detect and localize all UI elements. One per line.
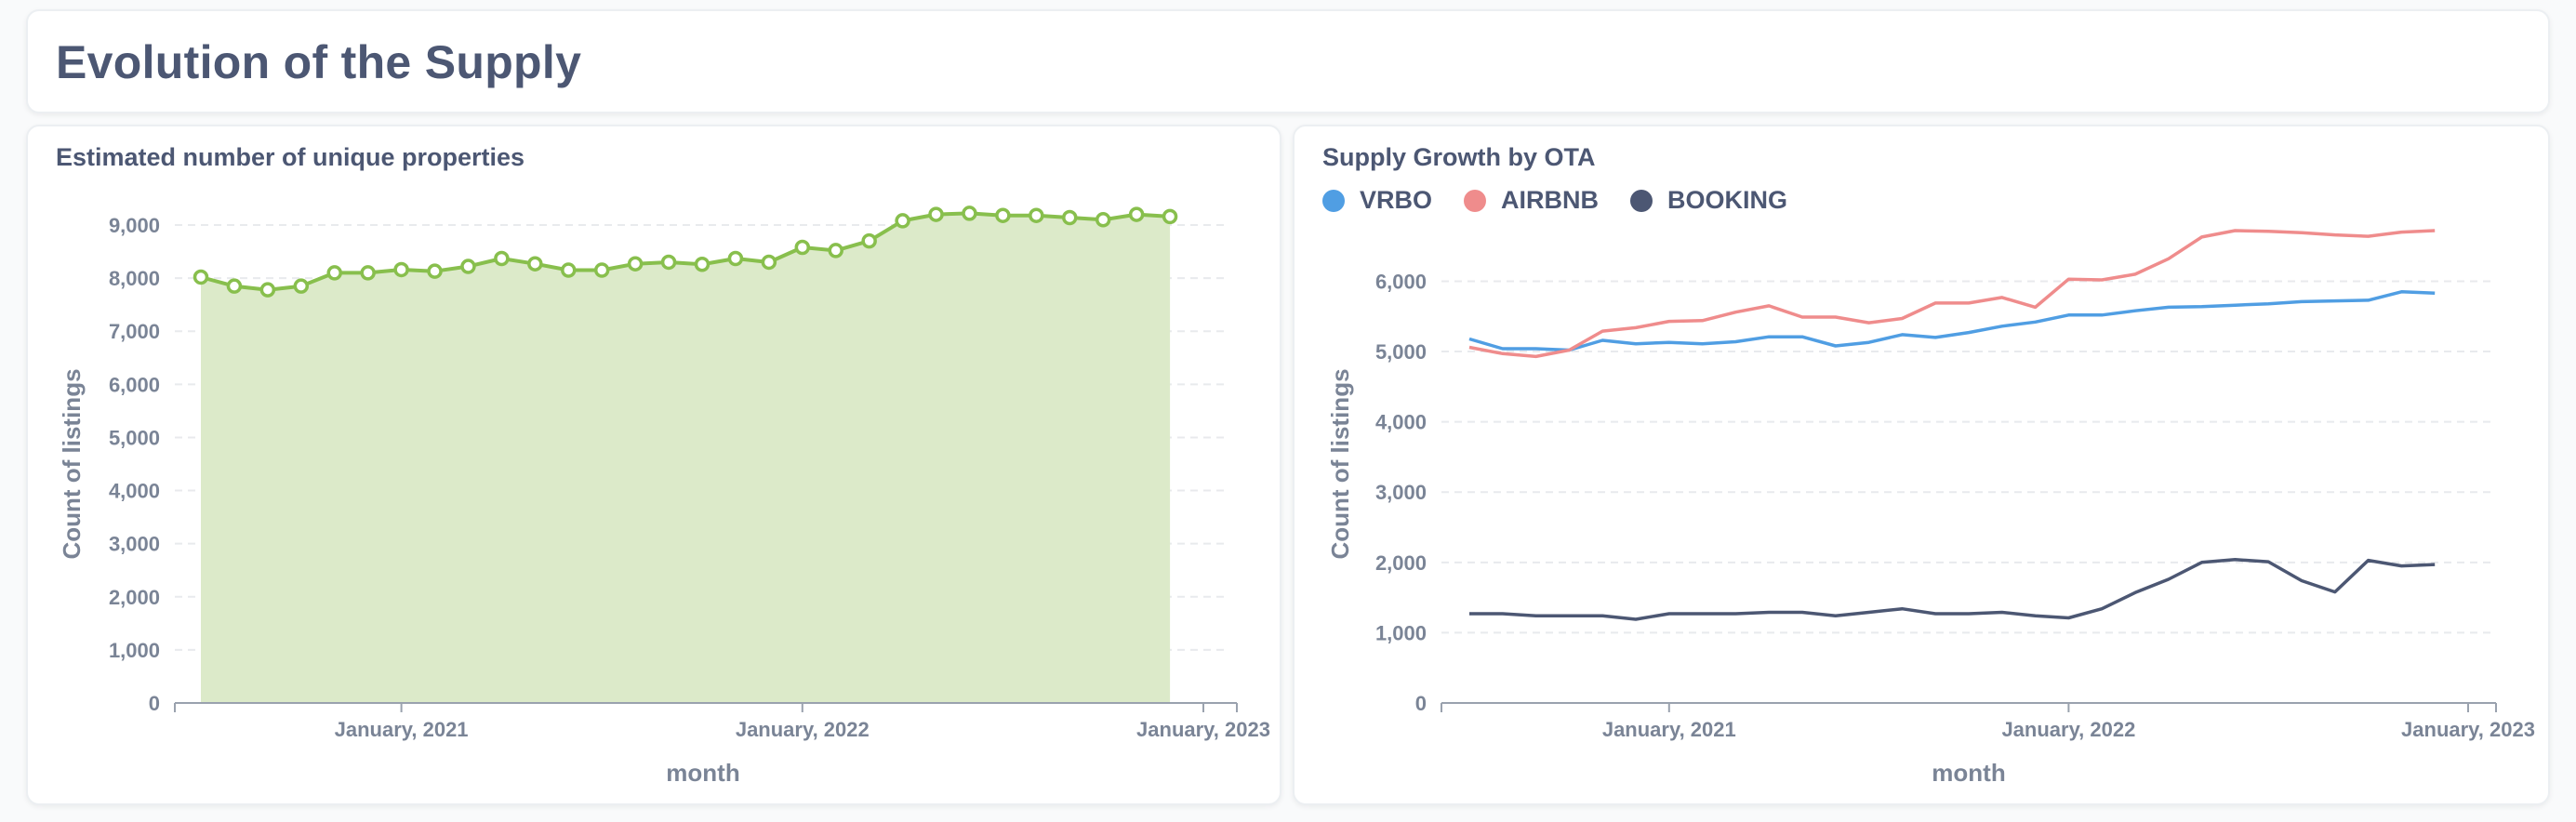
y-tick-label: 7,000 <box>109 320 160 343</box>
supply-growth-card[interactable]: Supply Growth by OTA VRBO AIRBNB BOOKING… <box>1293 125 2550 805</box>
data-point <box>1128 206 1145 222</box>
y-tick-label: 4,000 <box>109 480 160 503</box>
unique-properties-card[interactable]: Estimated number of unique properties 0 1… <box>26 125 1281 805</box>
y-tick-label: 0 <box>149 692 160 715</box>
legend-item-vrbo[interactable]: VRBO <box>1322 186 1432 215</box>
data-point <box>861 232 877 249</box>
y-tick-label: 2,000 <box>109 586 160 609</box>
legend-label: BOOKING <box>1667 186 1788 214</box>
y-axis-title: Count of listings <box>1326 368 1354 559</box>
chart-title[interactable]: Supply Growth by OTA <box>1322 143 1596 171</box>
data-point <box>895 213 910 229</box>
x-tick-label: January, 2021 <box>335 718 469 741</box>
data-point <box>828 243 843 259</box>
legend-dot-airbnb <box>1464 189 1487 212</box>
data-point <box>1095 212 1111 228</box>
legend-dot-booking <box>1630 189 1653 212</box>
x-axis-title: month <box>666 759 739 787</box>
data-point <box>494 250 510 267</box>
y-tick-label: 3,000 <box>1375 481 1427 504</box>
data-point <box>193 269 209 285</box>
supply-growth-chart: 0 1,000 2,000 3,000 4,000 5,000 6,000 January, … <box>1326 229 2535 787</box>
x-tick-label: January, 2022 <box>736 718 870 741</box>
data-point <box>226 278 243 294</box>
y-tick-label: 2,000 <box>1375 551 1427 575</box>
legend-label: VRBO <box>1360 186 1433 214</box>
unique-properties-chart: 0 1,000 2,000 3,000 4,000 5,000 6,000 7,000 8,00… <box>58 206 1270 787</box>
legend-dot-vrbo <box>1322 189 1345 212</box>
data-point <box>995 207 1011 223</box>
data-point <box>393 261 409 278</box>
y-tick-label: 6,000 <box>1375 270 1427 293</box>
series-line-booking <box>1469 558 2436 621</box>
data-point <box>1062 209 1078 226</box>
data-point <box>694 257 710 272</box>
data-point <box>527 256 543 272</box>
x-axis-title: month <box>1932 759 2005 787</box>
y-tick-label: 5,000 <box>109 426 160 449</box>
chart-legend: VRBO AIRBNB BOOKING <box>1322 186 1819 215</box>
data-point <box>326 265 342 281</box>
data-point <box>293 278 310 294</box>
y-tick-label: 5,000 <box>1375 340 1427 364</box>
y-tick-label: 1,000 <box>1375 621 1427 644</box>
series-line-vrbo <box>1468 290 2436 352</box>
data-point <box>1029 207 1044 223</box>
data-point <box>360 265 376 281</box>
y-tick-label: 4,000 <box>1375 411 1427 434</box>
y-tick-label: 8,000 <box>109 267 160 290</box>
data-point <box>259 282 276 298</box>
data-point <box>1162 208 1178 225</box>
y-tick-label: 0 <box>1415 692 1427 715</box>
x-tick-label: January, 2023 <box>1136 718 1270 741</box>
data-point <box>593 262 610 278</box>
legend-item-airbnb[interactable]: AIRBNB <box>1464 186 1599 215</box>
x-tick-label: January, 2023 <box>2401 718 2535 741</box>
dashboard-title: Evolution of the Supply <box>56 36 582 88</box>
y-tick-label: 1,000 <box>109 639 160 662</box>
y-axis-title: Count of listings <box>58 368 86 559</box>
data-point <box>928 206 944 222</box>
data-point <box>561 262 577 278</box>
data-point <box>427 263 443 279</box>
data-point <box>962 206 977 221</box>
y-tick-label: 6,000 <box>109 373 160 396</box>
x-tick-label: January, 2022 <box>2001 718 2135 741</box>
area-fill <box>201 213 1171 703</box>
data-point <box>660 254 677 271</box>
y-tick-label: 3,000 <box>109 533 160 556</box>
y-tick-label: 9,000 <box>109 214 160 237</box>
x-tick-label: January, 2021 <box>1602 718 1736 741</box>
data-point <box>460 259 476 274</box>
series-line-airbnb <box>1468 229 2436 359</box>
data-point <box>794 239 811 256</box>
data-point <box>727 250 744 267</box>
legend-label: AIRBNB <box>1501 186 1600 214</box>
data-point <box>761 254 777 271</box>
dashboard-header-card: Evolution of the Supply <box>26 9 2550 113</box>
chart-title[interactable]: Estimated number of unique properties <box>56 143 525 171</box>
legend-item-booking[interactable]: BOOKING <box>1630 186 1787 215</box>
data-point <box>627 256 644 272</box>
